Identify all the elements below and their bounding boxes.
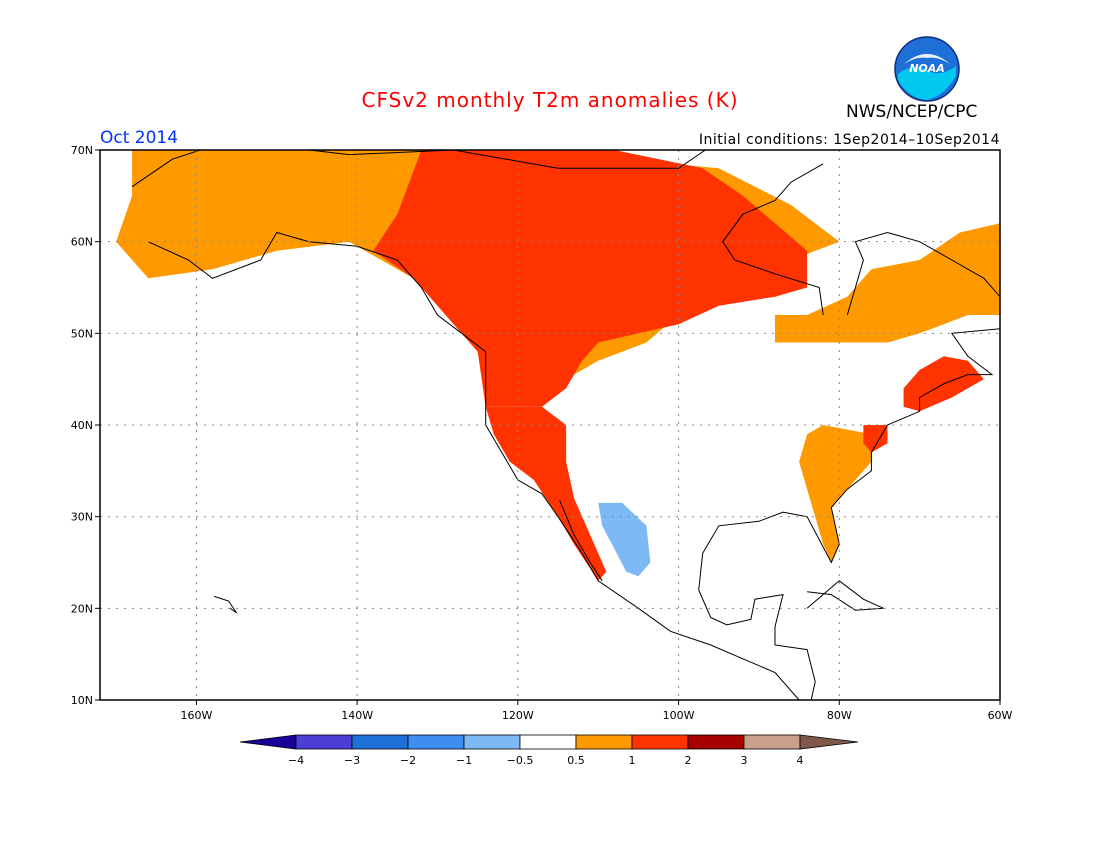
coastline-8	[213, 595, 238, 614]
coastline-6	[846, 231, 1000, 316]
anomaly-shading	[116, 150, 1000, 581]
colorbar-label-1: −3	[344, 754, 360, 767]
anomaly-region-2	[373, 150, 808, 407]
colorbar-label-5: 0.5	[567, 754, 585, 767]
colorbar-label-7: 2	[685, 754, 692, 767]
colorbar-box-7	[687, 734, 745, 750]
coastline-0	[131, 150, 707, 188]
colorbar-box-8	[743, 734, 801, 750]
lon-tick-label-2: 120W	[502, 709, 534, 722]
colorbar-arrow-high	[799, 734, 859, 750]
colorbar-label-4: −0.5	[507, 754, 534, 767]
lat-tick-label-6: 70N	[71, 144, 93, 157]
anomaly-region-7	[863, 425, 888, 453]
colorbar: −4 −3 −2 −1 −0.5 0.5 1 2 3 4	[239, 734, 859, 767]
colorbar-label-6: 1	[629, 754, 636, 767]
colorbar-label-3: −1	[456, 754, 472, 767]
lat-tick-label-2: 30N	[71, 511, 93, 524]
colorbar-box-3	[463, 734, 521, 750]
lon-tick-label-1: 140W	[341, 709, 373, 722]
lon-tick-label-3: 100W	[663, 709, 695, 722]
colorbar-label-9: 4	[797, 754, 804, 767]
coastline-7	[806, 580, 884, 611]
lat-tick-label-3: 40N	[71, 419, 93, 432]
coastline-5	[722, 163, 824, 316]
colorbar-label-0: −4	[288, 754, 304, 767]
anomaly-region-8	[598, 502, 651, 577]
graticule	[100, 150, 1000, 700]
colorbar-box-2	[407, 734, 465, 750]
colorbar-arrow-low	[239, 734, 297, 750]
map-title: CFSv2 monthly T2m anomalies (K)	[361, 88, 739, 112]
initial-conditions: Initial conditions: 1Sep2014–10Sep2014	[698, 132, 1000, 148]
colorbar-box-1	[351, 734, 409, 750]
anomaly-region-3	[485, 406, 607, 581]
noaa-logo-text: NOAA	[909, 62, 945, 75]
anomaly-region-6	[799, 425, 872, 563]
lat-tick-label-1: 20N	[71, 602, 93, 615]
colorbar-label-2: −2	[400, 754, 416, 767]
forecast-period: Oct 2014	[100, 128, 179, 148]
axis-ticks: 160W 140W 120W 100W 80W 60W 10N 20N 30N 40N 50N 60N…	[71, 144, 1013, 722]
lon-tick-label-5: 60W	[988, 709, 1013, 722]
agency-label: NWS/NCEP/CPC	[846, 102, 978, 122]
lat-tick-label-4: 50N	[71, 327, 93, 340]
colorbar-box-6	[631, 734, 689, 750]
coastline-2	[559, 500, 603, 582]
coastline-4	[702, 328, 1000, 564]
lat-tick-label-5: 60N	[71, 236, 93, 249]
anomaly-region-0	[116, 150, 350, 279]
coastline-3	[698, 553, 816, 700]
coastlines	[131, 150, 1000, 700]
anomaly-region-4	[775, 223, 1000, 343]
colorbar-label-8: 3	[741, 754, 748, 767]
lon-tick-label-4: 80W	[827, 709, 852, 722]
colorbar-box-5	[575, 734, 633, 750]
lon-tick-label-0: 160W	[180, 709, 212, 722]
lat-tick-label-0: 10N	[71, 694, 93, 707]
colorbar-box-4	[519, 734, 577, 750]
coastline-1	[147, 231, 800, 700]
colorbar-box-0	[295, 734, 353, 750]
noaa-logo: NOAA	[894, 36, 960, 102]
